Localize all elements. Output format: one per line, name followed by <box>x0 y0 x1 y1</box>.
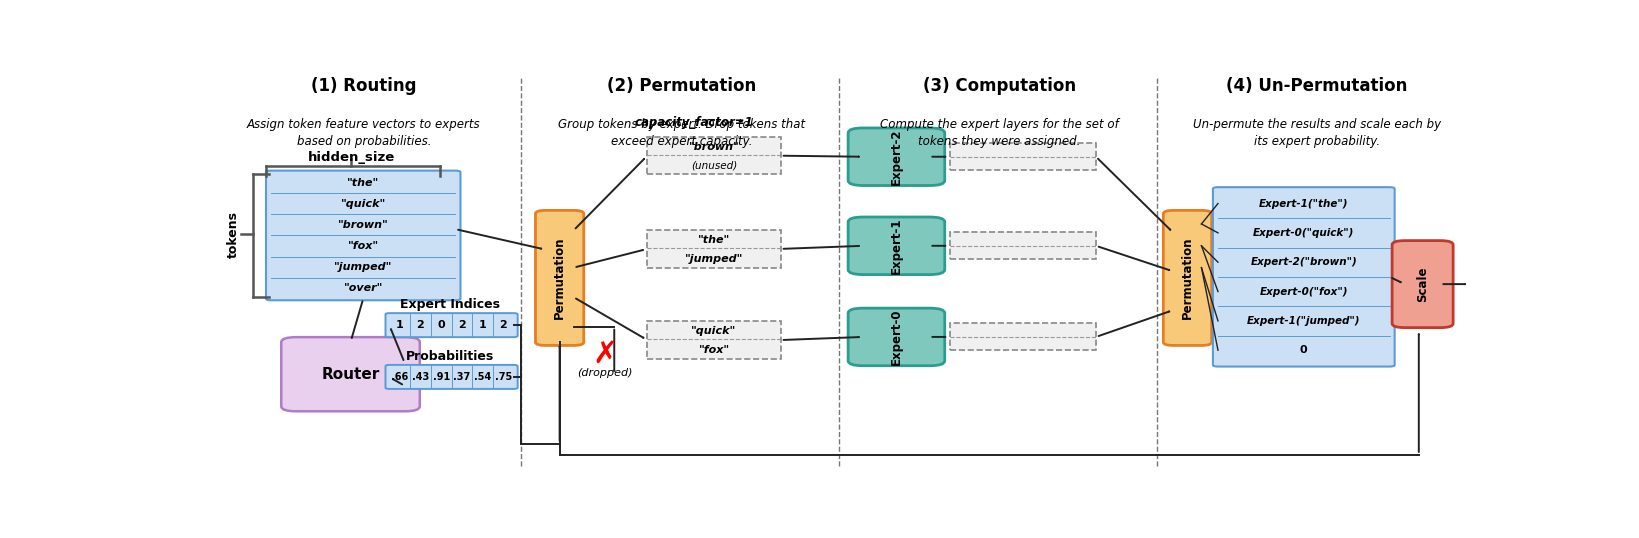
FancyBboxPatch shape <box>282 337 420 411</box>
Text: Probabilities: Probabilities <box>406 350 493 363</box>
Text: Expert-0("fox"): Expert-0("fox") <box>1259 287 1347 296</box>
Text: (1) Routing: (1) Routing <box>311 77 416 95</box>
Text: "brown": "brown" <box>688 142 739 152</box>
Text: .37: .37 <box>452 372 470 382</box>
Text: "the": "the" <box>347 178 379 188</box>
Text: 0: 0 <box>438 320 444 330</box>
Text: Router: Router <box>321 367 379 382</box>
Bar <box>949 323 1095 350</box>
FancyBboxPatch shape <box>266 171 461 300</box>
FancyBboxPatch shape <box>847 217 944 274</box>
Text: .66: .66 <box>390 372 408 382</box>
FancyBboxPatch shape <box>1392 240 1452 328</box>
Text: Group tokens by expert. Drop tokens that
exceed expert capacity.: Group tokens by expert. Drop tokens that… <box>557 118 805 148</box>
Text: ✗: ✗ <box>592 340 618 369</box>
Bar <box>647 321 780 359</box>
Text: Permutation: Permutation <box>1180 237 1193 319</box>
Bar <box>647 230 780 267</box>
Text: .43: .43 <box>411 372 429 382</box>
Text: hidden_size: hidden_size <box>308 151 395 164</box>
Text: "jumped": "jumped" <box>685 253 742 264</box>
Text: Expert-2: Expert-2 <box>890 129 903 185</box>
Text: "fox": "fox" <box>347 241 379 251</box>
Text: tokens: tokens <box>226 211 239 258</box>
Text: 2: 2 <box>416 320 425 330</box>
Text: Un-permute the results and scale each by
its expert probability.: Un-permute the results and scale each by… <box>1192 118 1441 148</box>
Text: .54: .54 <box>474 372 492 382</box>
FancyBboxPatch shape <box>534 210 583 345</box>
Text: "over": "over" <box>343 283 382 293</box>
Text: 1: 1 <box>395 320 403 330</box>
Text: 0: 0 <box>1300 345 1306 355</box>
Text: Permutation: Permutation <box>552 237 565 319</box>
Text: (4) Un-Permutation: (4) Un-Permutation <box>1226 77 1406 95</box>
Bar <box>949 143 1095 170</box>
Text: Compute the expert layers for the set of
tokens they were assigned.: Compute the expert layers for the set of… <box>880 118 1118 148</box>
Text: Expert-1: Expert-1 <box>890 217 903 274</box>
Text: .91: .91 <box>433 372 449 382</box>
Text: "brown": "brown" <box>338 220 388 230</box>
Text: .75: .75 <box>495 372 511 382</box>
Bar <box>949 232 1095 259</box>
Text: Expert-1("jumped"): Expert-1("jumped") <box>1246 316 1360 326</box>
Text: "quick": "quick" <box>341 199 385 209</box>
Text: "fox": "fox" <box>698 345 729 355</box>
Text: 2: 2 <box>500 320 506 330</box>
Text: (unused): (unused) <box>690 160 736 171</box>
Text: Scale: Scale <box>1414 266 1428 302</box>
Text: (3) Computation: (3) Computation <box>923 77 1075 95</box>
FancyBboxPatch shape <box>385 365 518 389</box>
FancyBboxPatch shape <box>847 128 944 186</box>
Text: Assign token feature vectors to experts
based on probabilities.: Assign token feature vectors to experts … <box>247 118 480 148</box>
Text: (2) Permutation: (2) Permutation <box>606 77 756 95</box>
Text: Expert-1("the"): Expert-1("the") <box>1259 199 1347 209</box>
FancyBboxPatch shape <box>385 313 518 337</box>
Text: Expert-0("quick"): Expert-0("quick") <box>1252 228 1354 238</box>
Text: Expert Indices: Expert Indices <box>400 298 500 311</box>
Text: "the": "the" <box>698 235 729 245</box>
Text: "quick": "quick" <box>692 327 736 336</box>
FancyBboxPatch shape <box>847 308 944 366</box>
Text: 1: 1 <box>479 320 487 330</box>
Text: capacity_factor=1: capacity_factor=1 <box>634 116 754 129</box>
Text: Expert-2("brown"): Expert-2("brown") <box>1249 257 1357 267</box>
FancyBboxPatch shape <box>1162 210 1211 345</box>
Text: "jumped": "jumped" <box>334 262 392 272</box>
Text: 2: 2 <box>457 320 465 330</box>
FancyBboxPatch shape <box>1213 187 1393 366</box>
Text: (dropped): (dropped) <box>577 368 633 378</box>
Bar <box>647 137 780 174</box>
Text: Expert-0: Expert-0 <box>890 309 903 365</box>
